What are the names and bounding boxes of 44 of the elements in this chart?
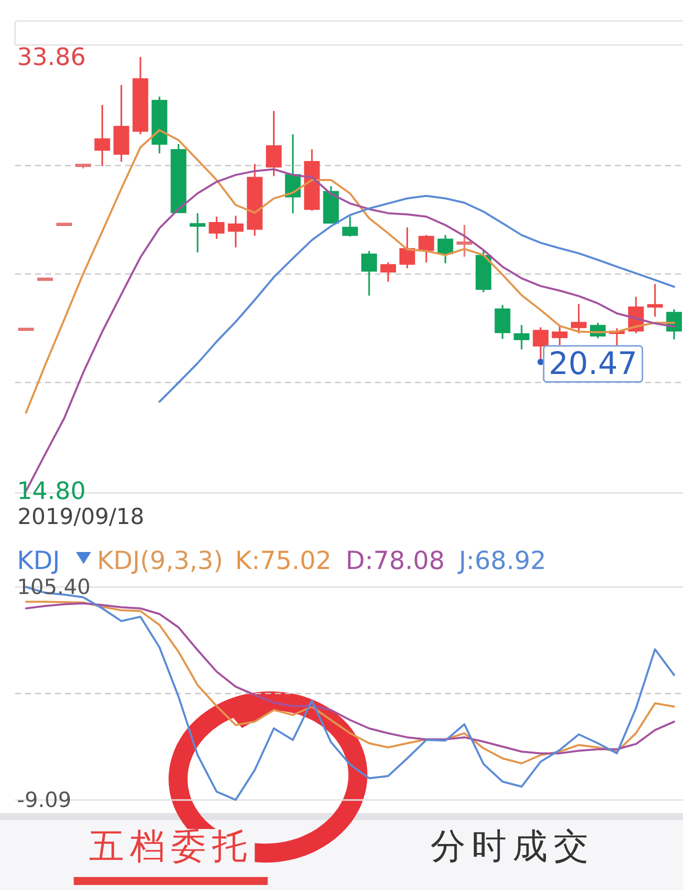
text: D:78.08: [346, 546, 445, 575]
candlestick: [380, 262, 396, 283]
line-series: [25, 129, 676, 414]
candlestick: [228, 214, 244, 248]
candlestick: [266, 110, 282, 177]
candlestick: [342, 216, 358, 238]
candlestick: [18, 328, 34, 331]
chart-title: KDJ: [17, 546, 60, 575]
text: K:75.02: [235, 546, 332, 575]
text: 分时成交: [430, 827, 594, 867]
candlestick: [304, 148, 320, 212]
candlestick: [647, 283, 663, 318]
candlestick: [170, 143, 186, 214]
candlestick: [456, 224, 472, 258]
line-series: [158, 194, 676, 403]
candlestick: [323, 185, 339, 224]
candlestick: [494, 304, 510, 340]
text: J:68.92: [456, 546, 546, 575]
candlestick: [37, 278, 53, 281]
candlestick: [570, 303, 587, 334]
y-tick-label: 105.40: [17, 575, 90, 599]
candlestick: [361, 250, 377, 296]
candlestick: [152, 96, 168, 154]
candlestick: [399, 226, 416, 270]
candlestick: [208, 216, 224, 240]
y-tick-label: 33.86: [17, 43, 86, 71]
candlestick: [94, 104, 110, 167]
chart-subtitle: KDJ(9,3,3): [97, 546, 224, 575]
text: 2019/09/18: [18, 505, 144, 530]
candlestick: [514, 324, 530, 350]
y-tick-label: -9.09: [17, 788, 72, 812]
text: 五档委托: [88, 827, 253, 867]
candlestick: [418, 234, 434, 264]
candlestick: [190, 212, 206, 254]
candlestick: [56, 222, 72, 226]
candlestick: [113, 84, 130, 163]
candlestick: [552, 325, 568, 346]
candlestick: [246, 163, 263, 237]
candlestick: [438, 234, 454, 264]
candlestick: [75, 164, 92, 170]
candlestick: [476, 249, 492, 294]
y-tick-label: 14.80: [17, 477, 86, 505]
data-label: 20.47: [548, 346, 638, 382]
candlestick: [132, 56, 148, 135]
